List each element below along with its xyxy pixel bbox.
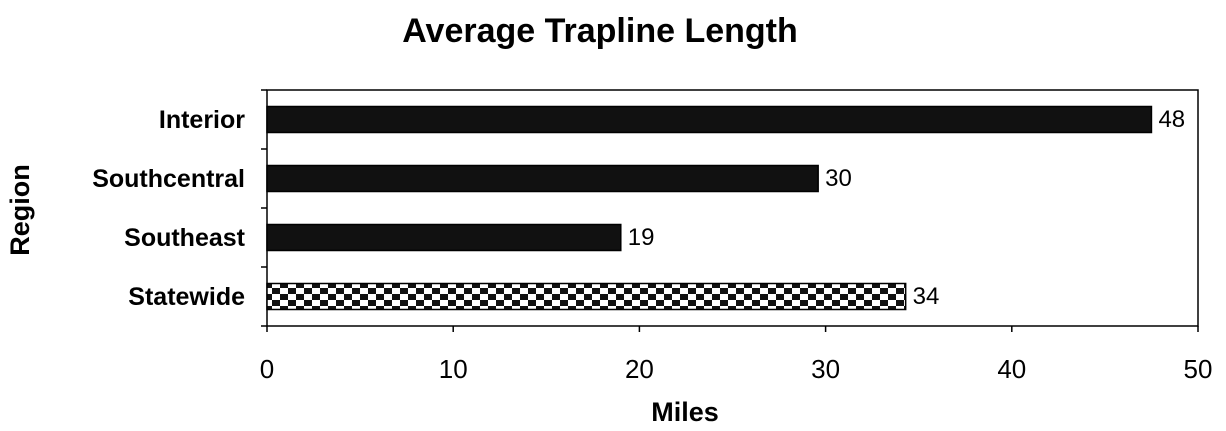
y-axis-title: Region [5,164,35,256]
y-tick-label: Southcentral [92,165,245,193]
x-tick-label: 40 [997,354,1026,384]
x-axis-title: Miles [651,397,719,427]
data-label: 19 [628,224,655,251]
chart-title: Average Trapline Length [402,12,798,50]
data-label: 30 [825,165,852,192]
data-label: 34 [913,283,940,310]
y-tick-label: Statewide [128,283,245,311]
x-tick-label: 30 [811,354,840,384]
bar [266,164,819,193]
bar [266,105,1153,134]
x-tick-label: 10 [439,354,468,384]
y-tick-label: Southeast [124,224,246,252]
x-tick-label: 0 [260,354,274,384]
bar [266,282,907,311]
y-tick-label: Interior [159,106,245,134]
x-tick-label: 50 [1184,354,1213,384]
x-tick-label: 20 [625,354,654,384]
bar [266,223,622,252]
data-label: 48 [1158,106,1185,133]
